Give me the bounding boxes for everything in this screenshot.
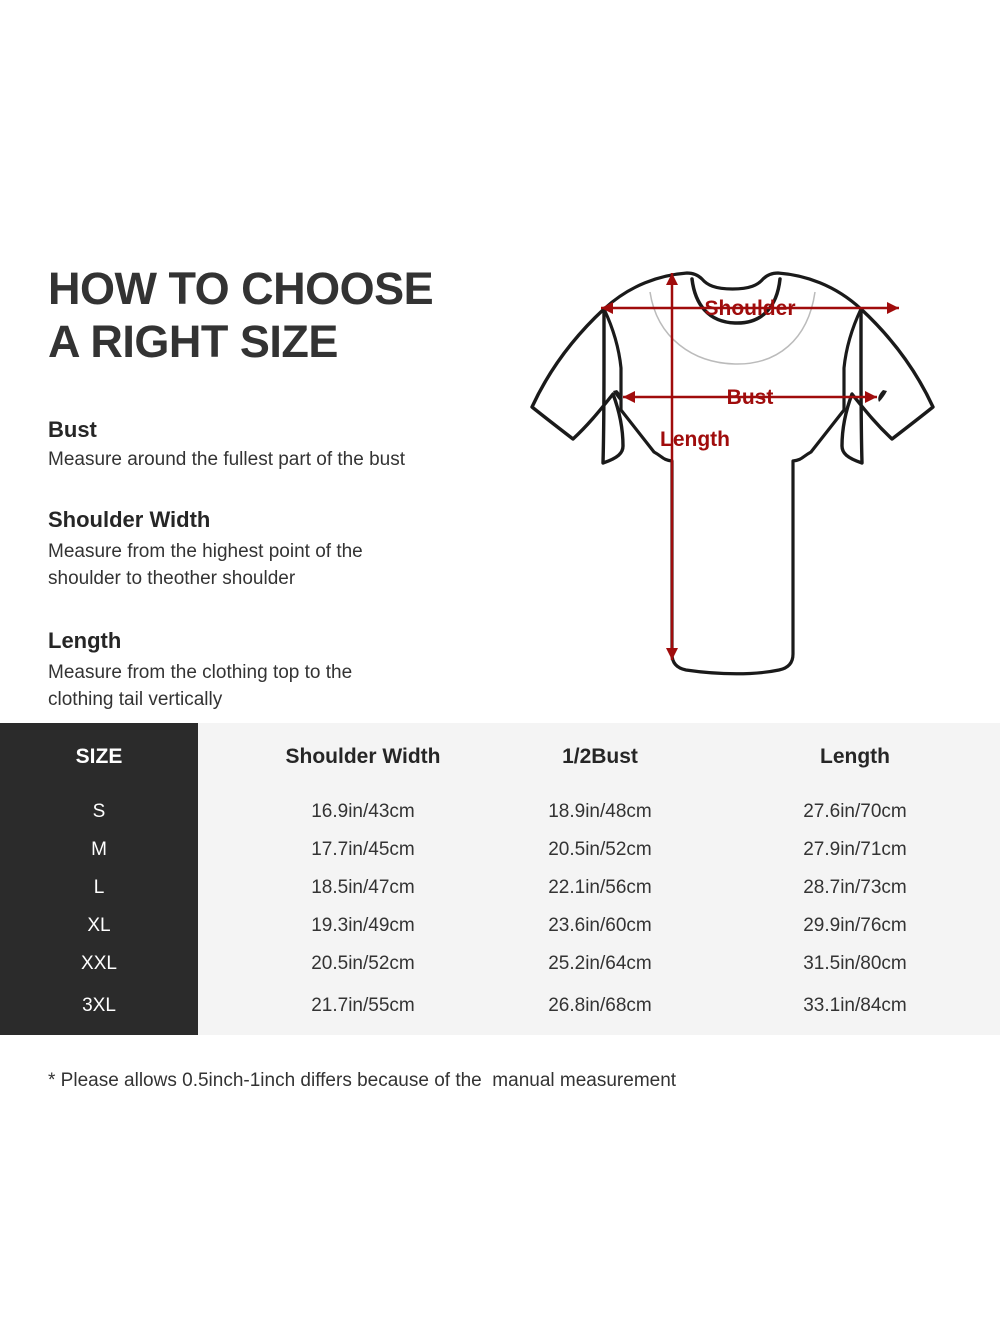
svg-text:Length: Length <box>660 428 730 451</box>
svg-text:Bust: Bust <box>727 386 774 409</box>
svg-text:Shoulder: Shoulder <box>704 297 795 320</box>
